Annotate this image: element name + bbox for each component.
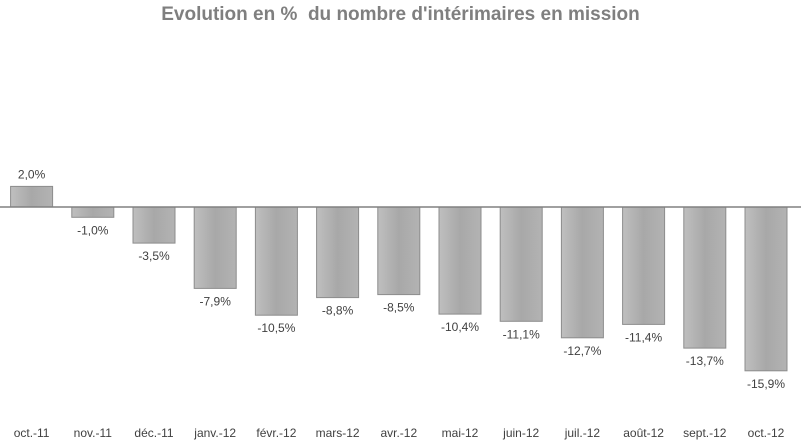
bars-group <box>10 185 788 372</box>
category-label: oct.-12 <box>748 426 785 440</box>
bar-août-12 <box>622 206 666 325</box>
data-label: -8,5% <box>383 301 415 315</box>
data-label: -13,7% <box>686 354 724 368</box>
data-label: -1,0% <box>77 223 109 237</box>
bar-oct.-11 <box>10 185 54 208</box>
bar-mars-12 <box>316 206 360 299</box>
category-label: févr.-12 <box>256 426 296 440</box>
bar-juin-12 <box>499 206 543 322</box>
bar-févr.-12 <box>254 206 298 316</box>
category-label: mai-12 <box>442 426 479 440</box>
category-label: juin-12 <box>502 426 539 440</box>
category-label: déc.-11 <box>134 426 173 440</box>
data-label: 2,0% <box>18 167 46 181</box>
data-label: -11,4% <box>625 330 662 344</box>
data-label: -8,8% <box>322 304 354 318</box>
category-label: sept.-12 <box>683 426 727 440</box>
data-label: -15,9% <box>747 377 785 391</box>
category-label: janv.-12 <box>193 426 236 440</box>
category-label: avr.-12 <box>380 426 417 440</box>
category-label: juil.-12 <box>564 426 601 440</box>
data-label: -11,1% <box>503 327 540 341</box>
bar-sept.-12 <box>683 206 727 349</box>
data-label: -12,7% <box>563 344 601 358</box>
bar-janv.-12 <box>193 206 237 289</box>
category-label: mars-12 <box>316 426 360 440</box>
data-label: -10,5% <box>257 321 295 335</box>
data-label: -7,9% <box>200 294 232 308</box>
category-label: août-12 <box>623 426 664 440</box>
data-label: -10,4% <box>441 320 479 334</box>
category-label: nov.-11 <box>74 426 113 440</box>
bar-oct.-12 <box>744 206 788 372</box>
bar-juil.-12 <box>560 206 604 339</box>
category-labels-group: oct.-11 nov.-11 déc.-11 janv.-12 févr.-12 mar… <box>14 426 785 440</box>
bar-avr.-12 <box>377 206 421 296</box>
bar-déc.-11 <box>132 206 176 244</box>
data-label: -3,5% <box>138 249 170 263</box>
bar-nov.-11 <box>71 206 115 218</box>
category-label: oct.-11 <box>14 426 50 440</box>
data-labels-group: 2,0% -1,0% -3,5% -7,9% -10,5% -8,8% -8,5% -10,4… <box>18 167 785 390</box>
bar-mai-12 <box>438 206 482 315</box>
chart-title: Evolution en % du nombre d'intérimaires … <box>161 4 640 25</box>
